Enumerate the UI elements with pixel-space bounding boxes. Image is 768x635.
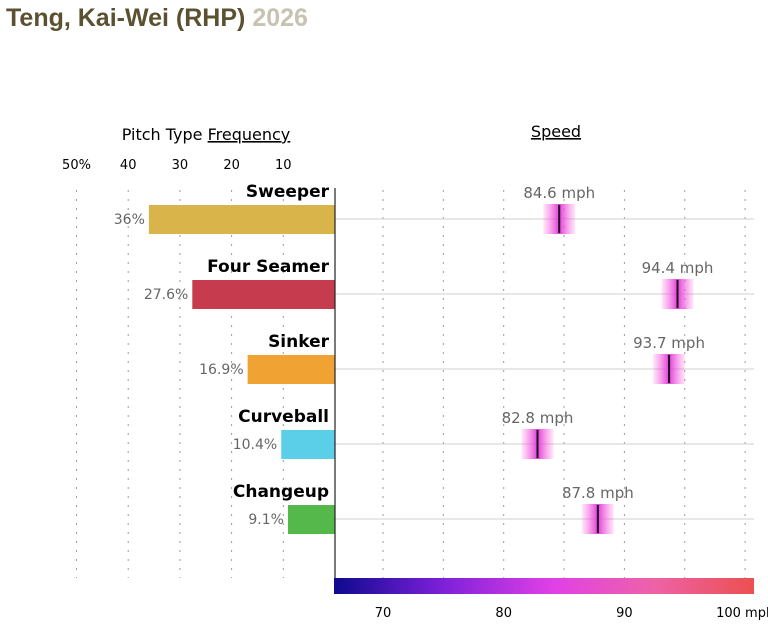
- speed-tick-label: 100 mph: [716, 606, 768, 621]
- pitch-row: Sweeper 36% 84.6 mph: [114, 182, 754, 234]
- speed-tick-label: 90: [616, 606, 633, 621]
- frequency-tick-label: 20: [223, 158, 240, 173]
- pitch-type-label: Curveball: [238, 407, 329, 427]
- speed-value-label: 84.6 mph: [523, 184, 595, 202]
- pitch-type-label: Sinker: [268, 332, 330, 352]
- frequency-title-underlined: Frequency: [208, 125, 291, 144]
- pitch-row: Curveball 10.4% 82.8 mph: [233, 407, 754, 459]
- speed-value-label: 82.8 mph: [502, 409, 574, 427]
- speed-value-label: 87.8 mph: [562, 484, 634, 502]
- player-name: Teng, Kai-Wei (RHP): [6, 4, 246, 32]
- frequency-tick-label: 10: [275, 158, 292, 173]
- frequency-value-label: 27.6%: [144, 287, 188, 303]
- speed-value-label: 94.4 mph: [642, 259, 714, 277]
- frequency-value-label: 16.9%: [199, 362, 243, 378]
- pitch-type-label: Four Seamer: [207, 257, 329, 277]
- left-panel-title: Pitch Type Frequency: [122, 125, 291, 144]
- pitch-type-label: Sweeper: [246, 182, 330, 202]
- frequency-bar: [148, 205, 335, 234]
- frequency-value-label: 9.1%: [248, 512, 284, 528]
- frequency-bar: [287, 505, 335, 534]
- frequency-value-label: 10.4%: [233, 437, 277, 453]
- page-title: Teng, Kai-Wei (RHP) 2026: [6, 4, 308, 33]
- speed-color-scale: [334, 578, 754, 594]
- pitch-row: Changeup 9.1% 87.8 mph: [233, 482, 754, 534]
- season-year: 2026: [252, 4, 308, 32]
- right-panel-title: Speed: [531, 122, 581, 141]
- speed-tick-label: 80: [495, 606, 512, 621]
- frequency-tick-label: 30: [172, 158, 189, 173]
- frequency-bar: [192, 280, 335, 309]
- pitch-row: Sinker 16.9% 93.7 mph: [199, 332, 754, 384]
- speed-tick-label: 70: [375, 606, 392, 621]
- frequency-value-label: 36%: [114, 212, 145, 228]
- frequency-tick-label: 50%: [62, 158, 91, 173]
- frequency-tick-label: 40: [120, 158, 137, 173]
- speed-value-label: 93.7 mph: [633, 334, 705, 352]
- pitch-type-label: Changeup: [233, 482, 329, 502]
- pitch-row: Four Seamer 27.6% 94.4 mph: [144, 257, 754, 309]
- frequency-bar: [247, 355, 335, 384]
- frequency-bar: [281, 430, 335, 459]
